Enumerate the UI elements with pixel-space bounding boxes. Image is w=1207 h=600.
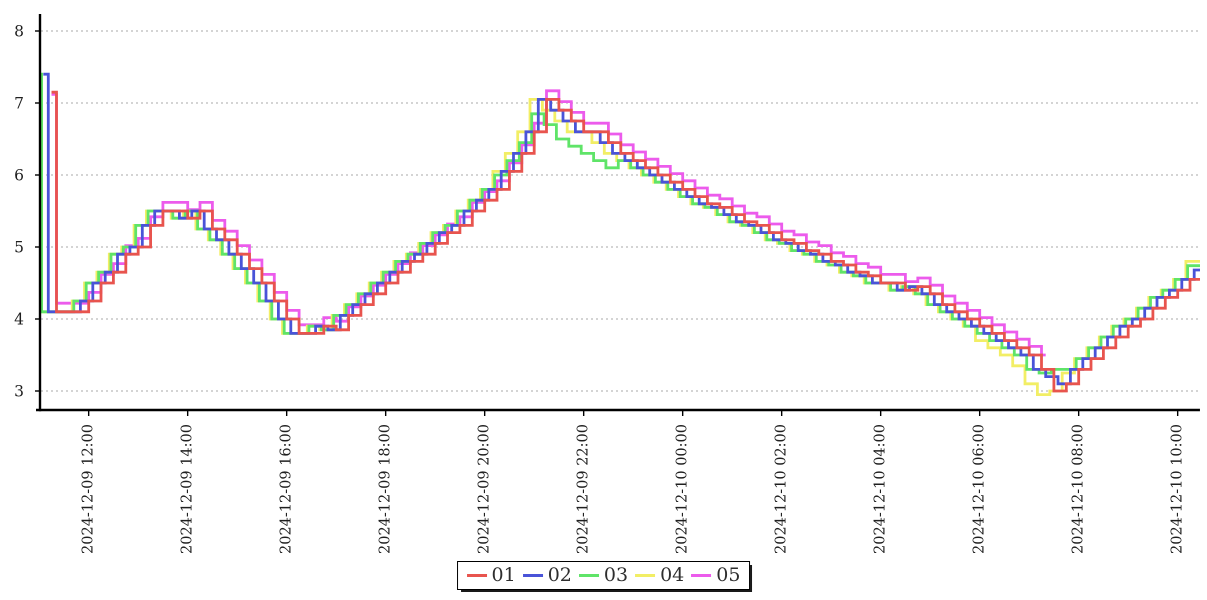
legend-label-03: 03 bbox=[603, 564, 629, 586]
x-tick-label-8: 2024-12-10 04:00 bbox=[873, 424, 889, 554]
series-03-line bbox=[40, 72, 1200, 375]
y-tick-label-5: 5 bbox=[14, 239, 24, 257]
legend-swatch-01 bbox=[466, 574, 487, 577]
x-tick-label-10: 2024-12-10 08:00 bbox=[1071, 424, 1087, 554]
gridlines bbox=[41, 30, 1200, 392]
series-05-line bbox=[51, 89, 1046, 357]
y-tick-labels: 3 4 5 6 7 8 bbox=[14, 23, 40, 401]
x-tick-label-0: 2024-12-09 12:00 bbox=[81, 424, 97, 554]
x-tick-label-9: 2024-12-10 06:00 bbox=[972, 424, 988, 554]
legend-swatch-03 bbox=[578, 574, 599, 577]
x-tick-labels: 2024-12-09 12:00 2024-12-09 14:00 2024-12-… bbox=[81, 410, 1186, 554]
y-tick-label-6: 6 bbox=[14, 167, 24, 185]
x-tick-label-2: 2024-12-09 16:00 bbox=[279, 424, 295, 554]
x-tick-label-3: 2024-12-09 18:00 bbox=[378, 424, 394, 554]
y-tick-label-4: 4 bbox=[14, 311, 24, 329]
legend-swatch-02 bbox=[522, 574, 543, 577]
x-tick-label-4: 2024-12-09 20:00 bbox=[477, 424, 493, 554]
series-02-line bbox=[43, 72, 1200, 386]
legend-label-02: 02 bbox=[547, 564, 572, 586]
y-tick-label-3: 3 bbox=[14, 383, 24, 401]
x-tick-label-7: 2024-12-10 02:00 bbox=[774, 424, 790, 554]
x-tick-label-11: 2024-12-10 10:00 bbox=[1170, 424, 1186, 554]
y-tick-label-8: 8 bbox=[14, 23, 24, 41]
axes bbox=[36, 14, 1200, 412]
legend-item-05: 05 bbox=[691, 566, 740, 585]
x-tick-label-5: 2024-12-09 22:00 bbox=[576, 424, 592, 554]
x-tick-label-6: 2024-12-10 00:00 bbox=[675, 424, 691, 554]
legend-label-01: 01 bbox=[491, 564, 516, 586]
y-tick-label-7: 7 bbox=[14, 95, 24, 113]
legend: 01 02 03 04 05 bbox=[456, 561, 751, 590]
legend-swatch-05 bbox=[691, 574, 712, 577]
series-lines bbox=[40, 72, 1200, 396]
legend-item-04: 04 bbox=[635, 566, 684, 585]
series-01-line bbox=[51, 90, 1200, 393]
legend-item-03: 03 bbox=[578, 564, 629, 586]
legend-item-02: 02 bbox=[522, 564, 572, 586]
legend-item-01: 01 bbox=[466, 564, 516, 586]
legend-label-04: 04 bbox=[660, 564, 685, 586]
legend-label-05: 05 bbox=[716, 564, 741, 586]
x-tick-label-1: 2024-12-09 14:00 bbox=[180, 424, 196, 554]
legend-swatch-04 bbox=[635, 574, 656, 577]
